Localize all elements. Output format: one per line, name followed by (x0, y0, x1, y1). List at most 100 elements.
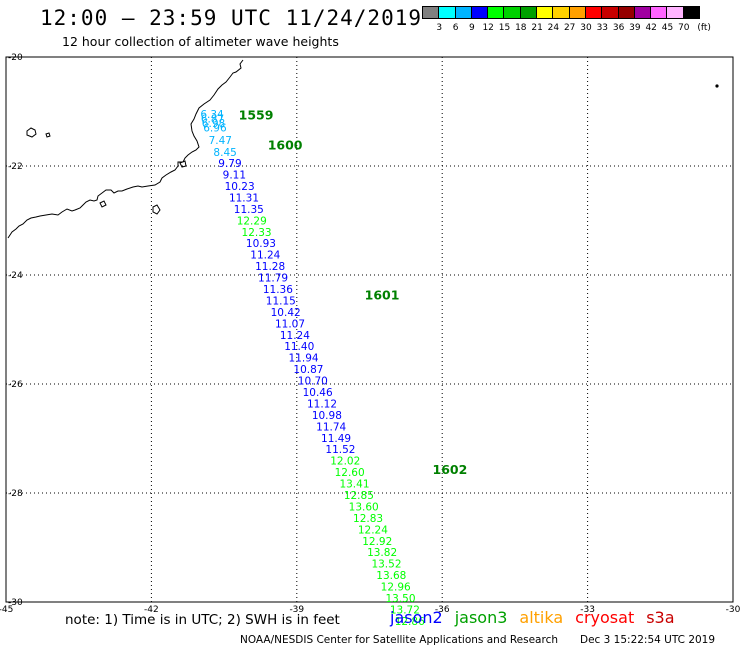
color-scale-swatch (454, 6, 472, 19)
pass-time-label: 1559 (239, 108, 274, 123)
wave-height-label: 11.12 (307, 398, 337, 410)
wave-height-label: 13.52 (371, 559, 401, 571)
wave-height-label: 13.72 (390, 604, 420, 616)
wave-height-label: 12.60 (335, 467, 365, 479)
color-scale-label: 3 (436, 23, 443, 33)
wave-height-label: 11.07 (275, 318, 305, 330)
legend-cryosat: cryosat (575, 608, 635, 627)
lon-tick-label: -30 (726, 605, 740, 615)
footer-note: note: 1) Time is in UTC; 2) SWH is in fe… (65, 612, 340, 628)
wave-height-label: 11.94 (289, 353, 319, 365)
wave-height-label: 10.93 (246, 238, 276, 250)
generation-timestamp: Dec 3 15:22:54 UTC 2019 (580, 634, 716, 646)
color-scale-label: 39 (629, 23, 641, 33)
color-scale-swatch (584, 6, 603, 19)
lat-tick-label: -20 (8, 53, 23, 63)
axis-ticks: -45 -42 -39 -36 -33 -30 -20 -22 -24 -26 -28 -30 (0, 53, 740, 615)
wave-height-label: 13.41 (339, 479, 369, 491)
lat-tick-label: -28 (8, 489, 23, 499)
footer-credit: NOAA/NESDIS Center for Satellite Applica… (240, 634, 715, 646)
map-title: 12:00 — 23:59 UTC 11/24/2019 (40, 6, 423, 30)
color-scale-swatch (422, 6, 440, 19)
color-scale-swatch (470, 6, 489, 19)
wave-height-label: 9.79 (218, 158, 241, 170)
color-scale-label: 33 (596, 23, 609, 33)
color-scale-label: 70 (678, 23, 690, 33)
wave-height-label: 9.11 (223, 170, 246, 182)
legend-s3a: s3a (646, 608, 675, 627)
lat-tick-label: -24 (8, 271, 23, 281)
wave-height-label: 10.46 (303, 387, 333, 399)
wave-height-label: 12.29 (237, 215, 267, 227)
wave-height-label: 13.82 (367, 547, 397, 559)
lon-tick-label: -33 (580, 605, 595, 615)
color-scale-label: 42 (645, 23, 657, 33)
wave-height-label: 13.50 (385, 593, 415, 605)
map-frame (5, 56, 734, 603)
wave-height-label: 11.31 (229, 192, 259, 204)
color-scale-swatch (682, 6, 701, 19)
color-scale-label: 24 (547, 23, 560, 33)
wave-height-label: 13.60 (349, 501, 379, 513)
color-scale-swatch (487, 6, 505, 19)
color-scale-swatch (552, 6, 570, 19)
color-scale-swatch (438, 6, 456, 19)
color-scale-label: 18 (515, 23, 527, 33)
legend-altika: altika (519, 608, 564, 627)
wave-height-label: 12.24 (358, 524, 388, 536)
color-scale-bar (422, 6, 701, 19)
color-scale-swatch (519, 6, 538, 19)
wave-height-label: 7.47 (209, 135, 232, 147)
wave-height-label: 11.15 (266, 295, 296, 307)
color-scale-label: (ft) (697, 23, 711, 33)
wave-height-label: 11.52 (325, 444, 355, 456)
wave-height-label: 12.83 (353, 513, 383, 525)
wave-height-label: 6.87 (201, 113, 224, 125)
wave-height-label: 11.74 (316, 421, 346, 433)
credit-text: NOAA/NESDIS Center for Satellite Applica… (240, 634, 558, 646)
legend-jason2: jason2 (390, 608, 443, 627)
pass-time-label: 1602 (433, 462, 468, 477)
satellite-legend: jason2 jason3 altika cryosat s3a (390, 608, 687, 627)
lon-tick-label: -39 (289, 605, 304, 615)
wave-height-label: 12.33 (242, 227, 272, 239)
color-scale-swatch (503, 6, 521, 19)
color-scale-swatch (633, 6, 652, 19)
color-scale-label: 15 (498, 23, 511, 33)
wave-height-label: 11.35 (234, 204, 264, 216)
wave-height-label: 11.36 (263, 284, 293, 296)
wave-height-label: 11.40 (284, 341, 314, 353)
wave-height-label: 11.28 (255, 261, 285, 273)
wave-height-label: 12.02 (330, 456, 360, 468)
legend-jason3: jason3 (454, 608, 508, 627)
wave-height-label: 6.98 (202, 118, 225, 130)
color-scale-label: 27 (563, 23, 576, 33)
wave-height-label: 12.85 (344, 490, 374, 502)
color-scale-label: 45 (661, 23, 674, 33)
color-scale-label: 9 (469, 23, 475, 33)
wave-height-label: 11.49 (321, 433, 351, 445)
color-scale-swatch (650, 6, 668, 19)
wave-height-label: 12.86 (395, 616, 425, 628)
wave-height-label: 10.42 (271, 307, 301, 319)
color-scale-label: 36 (612, 23, 625, 33)
color-scale-swatch (568, 6, 586, 19)
wave-height-label: 10.70 (298, 376, 328, 388)
wave-height-label: 11.24 (250, 250, 280, 262)
wave-height-label: 6.96 (203, 123, 227, 135)
wave-height-points: 6.346.876.986.967.478.459.799.1110.2311.… (200, 109, 425, 628)
wave-height-label: 11.24 (280, 330, 310, 342)
lon-tick-label: -42 (144, 605, 159, 615)
color-scale-label: 30 (580, 23, 592, 33)
color-scale-swatch (601, 6, 619, 19)
lat-tick-label: -26 (8, 380, 23, 390)
pass-time-label: 1601 (365, 288, 400, 303)
island-dot (715, 84, 719, 88)
color-scale-labels: 3 6 9 12 15 18 21 24 27 30 33 36 39 42 45 70 (ft) (422, 23, 740, 35)
pass-time-label: 1600 (268, 138, 303, 153)
wave-height-label: 10.98 (312, 410, 342, 422)
wave-height-label: 6.34 (200, 109, 224, 121)
color-scale-swatch (536, 6, 554, 19)
wave-height-label: 12.92 (362, 536, 392, 548)
